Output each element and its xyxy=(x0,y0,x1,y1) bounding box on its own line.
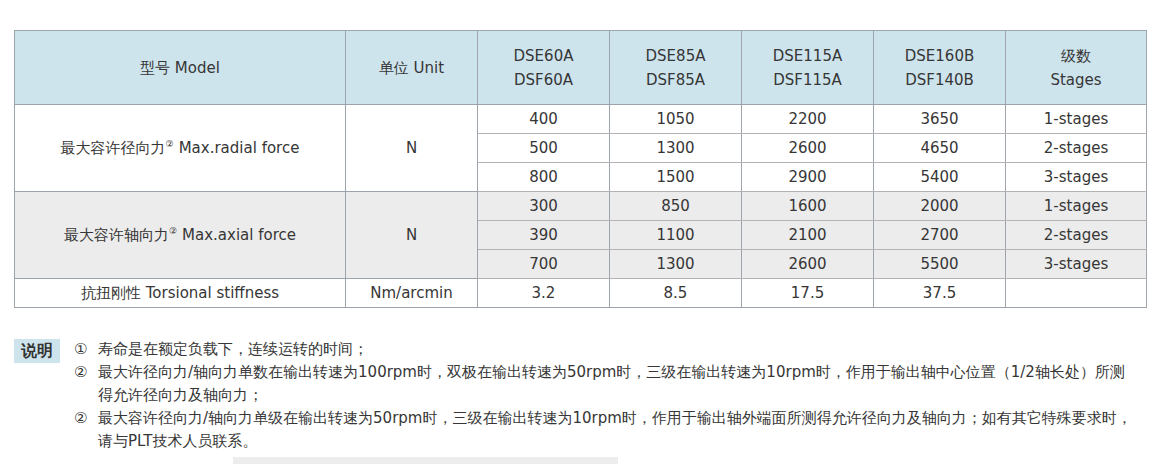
header-stages: 级数 Stages xyxy=(1006,31,1147,105)
stages-line1: 级数 xyxy=(1010,44,1142,68)
model-line2: DSF85A xyxy=(614,68,737,92)
axial-unit-cell: N xyxy=(346,192,478,279)
table-cell: 2600 xyxy=(742,250,874,279)
spec-table: 型号 Model 单位 Unit DSE60A DSF60A DSE85A DS… xyxy=(14,30,1147,308)
header-row: 型号 Model 单位 Unit DSE60A DSF60A DSE85A DS… xyxy=(15,31,1147,105)
model-line2: DSF115A xyxy=(746,68,869,92)
footnote-mark: ② xyxy=(166,139,174,149)
header-model: 型号 Model xyxy=(15,31,346,105)
note-item: ① 寿命是在额定负载下，连续运转的时间； xyxy=(74,338,1134,361)
label-cn: 最大容许径向力 xyxy=(61,139,166,157)
note-number: ② xyxy=(74,407,98,453)
radial-force-label: 最大容许径向力② Max.radial force xyxy=(15,105,346,192)
notes-section: 说明 ① 寿命是在额定负载下，连续运转的时间； ② 最大许径向力/轴向力单数在输… xyxy=(14,338,1154,453)
model-line2: DSF140B xyxy=(878,68,1001,92)
table-cell: 800 xyxy=(478,163,610,192)
label-cn: 最大容许轴向力 xyxy=(64,226,169,244)
table-cell: 2000 xyxy=(874,192,1006,221)
stage-cell: 3-stages xyxy=(1006,250,1147,279)
stages-line2: Stages xyxy=(1010,68,1142,92)
model-line1: DSE115A xyxy=(746,44,869,68)
note-text: 寿命是在额定负载下，连续运转的时间； xyxy=(98,338,1134,361)
table-cell: 4650 xyxy=(874,134,1006,163)
note-item: ② 最大许径向力/轴向力单数在输出转速为100rpm时，双极在输出转速为50rp… xyxy=(74,361,1134,407)
header-unit: 单位 Unit xyxy=(346,31,478,105)
header-model-dse85a: DSE85A DSF85A xyxy=(610,31,742,105)
header-model-dse115a: DSE115A DSF115A xyxy=(742,31,874,105)
model-line1: DSE85A xyxy=(614,44,737,68)
stage-cell: 2-stages xyxy=(1006,221,1147,250)
stage-cell: 3-stages xyxy=(1006,163,1147,192)
table-cell: 5400 xyxy=(874,163,1006,192)
model-line1: DSE160B xyxy=(878,44,1001,68)
axial-force-label: 最大容许轴向力② Max.axial force xyxy=(15,192,346,279)
notes-list: ① 寿命是在额定负载下，连续运转的时间； ② 最大许径向力/轴向力单数在输出转速… xyxy=(74,338,1134,453)
note-item: ② 最大容许径向力/轴向力单级在输出转速为50rpm时，三级在输出转速为10rp… xyxy=(74,407,1134,453)
stage-cell: 2-stages xyxy=(1006,134,1147,163)
table-cell: 3.2 xyxy=(478,279,610,308)
table-cell: 1100 xyxy=(610,221,742,250)
table-row: 最大容许径向力②Max.radial force N 400 1050 2200… xyxy=(15,105,1147,134)
table-cell: 390 xyxy=(478,221,610,250)
table-row: 最大容许轴向力②Max.axial force N 300 850 1600 2… xyxy=(15,192,1147,221)
model-line1: DSE60A xyxy=(482,44,605,68)
footnote-mark: ② xyxy=(169,226,177,236)
model-line2: DSF60A xyxy=(482,68,605,92)
radial-unit-cell: N xyxy=(346,105,478,192)
note-text: 最大容许径向力/轴向力单级在输出转速为50rpm时，三级在输出转速为10rpm时… xyxy=(98,407,1134,453)
datasheet-page: 型号 Model 单位 Unit DSE60A DSF60A DSE85A DS… xyxy=(0,0,1160,466)
label-en: Max.axial force xyxy=(182,226,296,244)
table-cell: 300 xyxy=(478,192,610,221)
table-cell: 3650 xyxy=(874,105,1006,134)
table-cell: 1300 xyxy=(610,134,742,163)
table-cell: 1050 xyxy=(610,105,742,134)
table-cell: 17.5 xyxy=(742,279,874,308)
header-model-dse60a: DSE60A DSF60A xyxy=(478,31,610,105)
table-cell: 1300 xyxy=(610,250,742,279)
stage-cell: 1-stages xyxy=(1006,192,1147,221)
table-cell: 37.5 xyxy=(874,279,1006,308)
table-cell: 2700 xyxy=(874,221,1006,250)
table-cell: 850 xyxy=(610,192,742,221)
table-cell: 2100 xyxy=(742,221,874,250)
table-cell: 2900 xyxy=(742,163,874,192)
table-row: 抗扭刚性 Torsional stiffness Nm/arcmin 3.2 8… xyxy=(15,279,1147,308)
note-number: ② xyxy=(74,361,98,407)
label-en: Max.radial force xyxy=(179,139,300,157)
stage-cell: 1-stages xyxy=(1006,105,1147,134)
table-cell: 1600 xyxy=(742,192,874,221)
table-cell: 8.5 xyxy=(610,279,742,308)
cutoff-content-artifact xyxy=(233,457,618,464)
stiffness-unit-cell: Nm/arcmin xyxy=(346,279,478,308)
note-text: 最大许径向力/轴向力单数在输出转速为100rpm时，双极在输出转速为50rpm时… xyxy=(98,361,1134,407)
table-cell: 400 xyxy=(478,105,610,134)
table-cell: 500 xyxy=(478,134,610,163)
table-cell: 2600 xyxy=(742,134,874,163)
table-cell: 2200 xyxy=(742,105,874,134)
header-model-dse160b: DSE160B DSF140B xyxy=(874,31,1006,105)
notes-label: 说明 xyxy=(14,339,60,363)
table-cell: 700 xyxy=(478,250,610,279)
note-number: ① xyxy=(74,338,98,361)
stiffness-label: 抗扭刚性 Torsional stiffness xyxy=(15,279,346,308)
table-cell: 5500 xyxy=(874,250,1006,279)
table-cell: 1500 xyxy=(610,163,742,192)
stage-cell xyxy=(1006,279,1147,308)
